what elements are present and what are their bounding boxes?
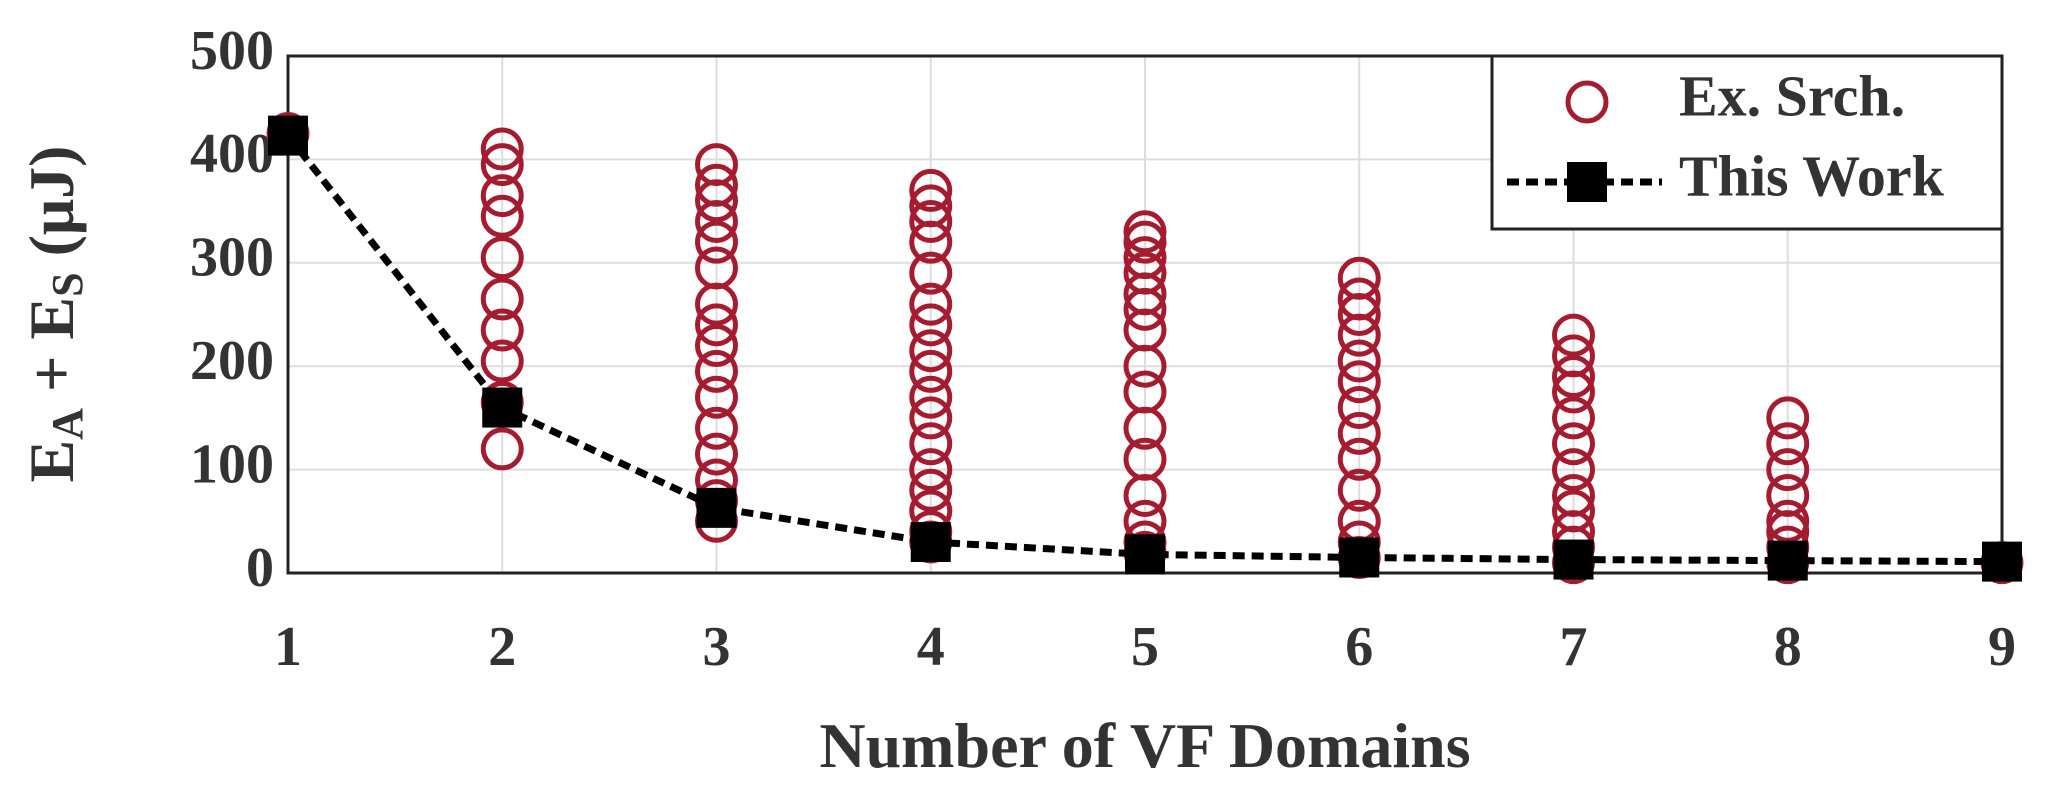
x-tick-label: 7: [1560, 616, 1588, 678]
scatter-point: [909, 422, 953, 466]
scatter-point: [1766, 448, 1810, 492]
scatter-point: [1337, 339, 1381, 383]
scatter-point: [480, 339, 524, 383]
scatter-point: [695, 282, 738, 326]
scatter-point: [695, 220, 738, 264]
scatter-point: [1337, 360, 1381, 404]
legend-symbol: [1565, 80, 1609, 124]
scatter-point: [480, 194, 524, 238]
line-marker: [696, 487, 737, 528]
scatter-point: [1337, 313, 1381, 357]
scatter-point: [909, 168, 953, 212]
scatter-point: [1123, 287, 1167, 331]
scatter-point: [695, 199, 738, 243]
scatter-point: [1123, 220, 1167, 264]
line-marker: [910, 521, 951, 562]
scatter-point: [1123, 344, 1167, 388]
scatter-point: [1123, 210, 1167, 254]
scatter-point: [909, 375, 953, 419]
scatter-point: [1123, 406, 1167, 450]
scatter-point: [1552, 448, 1595, 492]
y-label-part: E: [16, 440, 87, 483]
scatter-point: [480, 277, 524, 321]
scatter-point: [1337, 437, 1381, 481]
scatter-point: [1552, 370, 1595, 414]
scatter-point: [1766, 396, 1810, 440]
scatter-point: [1337, 293, 1381, 336]
scatter-point: [480, 174, 524, 218]
y-label-sub: S: [43, 272, 92, 296]
line-marker: [482, 387, 523, 428]
scatter-point: [695, 349, 738, 393]
scatter-point: [695, 406, 738, 450]
scatter-point: [1337, 468, 1381, 512]
scatter-point: [909, 468, 953, 512]
scatter-point: [1337, 411, 1381, 455]
scatter-point: [1123, 473, 1167, 517]
y-tick-label: 200: [190, 330, 274, 392]
scatter-point: [480, 143, 524, 187]
scatter-point: [909, 349, 953, 393]
x-tick-label: 1: [274, 616, 302, 678]
legend-label: This Work: [1679, 143, 1945, 208]
scatter-point: [909, 199, 953, 243]
scatter-point: [480, 127, 524, 171]
scatter-point: [1552, 422, 1595, 466]
y-label-sub: A: [43, 408, 92, 440]
y-tick-label: 300: [190, 227, 274, 289]
scatter-point: [695, 179, 738, 223]
scatter-point: [695, 303, 738, 347]
scatter-point: [480, 236, 524, 280]
x-tick-label: 8: [1774, 616, 1802, 678]
scatter-point: [909, 448, 953, 492]
scatter-point: [1337, 386, 1381, 430]
scatter-point: [1552, 396, 1595, 440]
scatter-point: [695, 432, 738, 476]
scatter-point: [909, 220, 953, 264]
line-marker: [1339, 537, 1380, 578]
scatter-point: [1552, 313, 1595, 357]
scatter-point: [909, 303, 953, 347]
x-tick-label: 4: [917, 616, 945, 678]
scatter-point: [909, 282, 953, 326]
line-marker: [1767, 540, 1808, 581]
line-marker: [1125, 534, 1165, 575]
scatter-point: [909, 396, 953, 440]
x-tick-label: 5: [1131, 616, 1159, 678]
x-axis-label-text: Number of VF Domains: [819, 710, 1470, 781]
y-label-part: (μJ): [16, 145, 87, 272]
line-marker: [1982, 541, 2022, 582]
y-label-part: + E: [16, 297, 87, 408]
y-tick-label: 0: [246, 537, 274, 599]
legend-label: Ex. Srch.: [1679, 63, 1905, 128]
legend-symbol: [1567, 162, 1607, 202]
y-tick-label: 500: [190, 20, 274, 82]
scatter-point: [1766, 422, 1810, 466]
y-tick-label: 400: [190, 123, 274, 185]
scatter-point: [695, 324, 738, 368]
scatter-point: [695, 375, 738, 419]
scatter-point: [1552, 355, 1595, 399]
line-marker: [1553, 539, 1594, 580]
line-marker: [268, 115, 308, 156]
scatter-point: [480, 308, 524, 352]
x-tick-label: 3: [703, 616, 731, 678]
x-tick-label: 6: [1345, 616, 1373, 678]
scatter-point: [480, 427, 524, 471]
scatter-point: [909, 251, 953, 295]
x-tick-label: 2: [488, 616, 516, 678]
y-axis-label: EA + ES (μJ): [16, 145, 92, 482]
scatter-point: [909, 329, 953, 373]
scatter-point: [1766, 499, 1810, 543]
y-tick-label: 100: [190, 433, 274, 495]
x-tick-label: 9: [1988, 616, 2016, 678]
x-axis-label: Number of VF Domains: [819, 710, 1470, 781]
